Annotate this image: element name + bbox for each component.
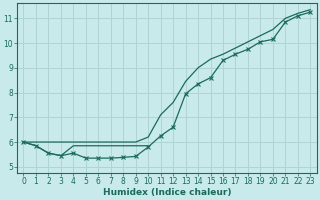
X-axis label: Humidex (Indice chaleur): Humidex (Indice chaleur) xyxy=(103,188,231,197)
